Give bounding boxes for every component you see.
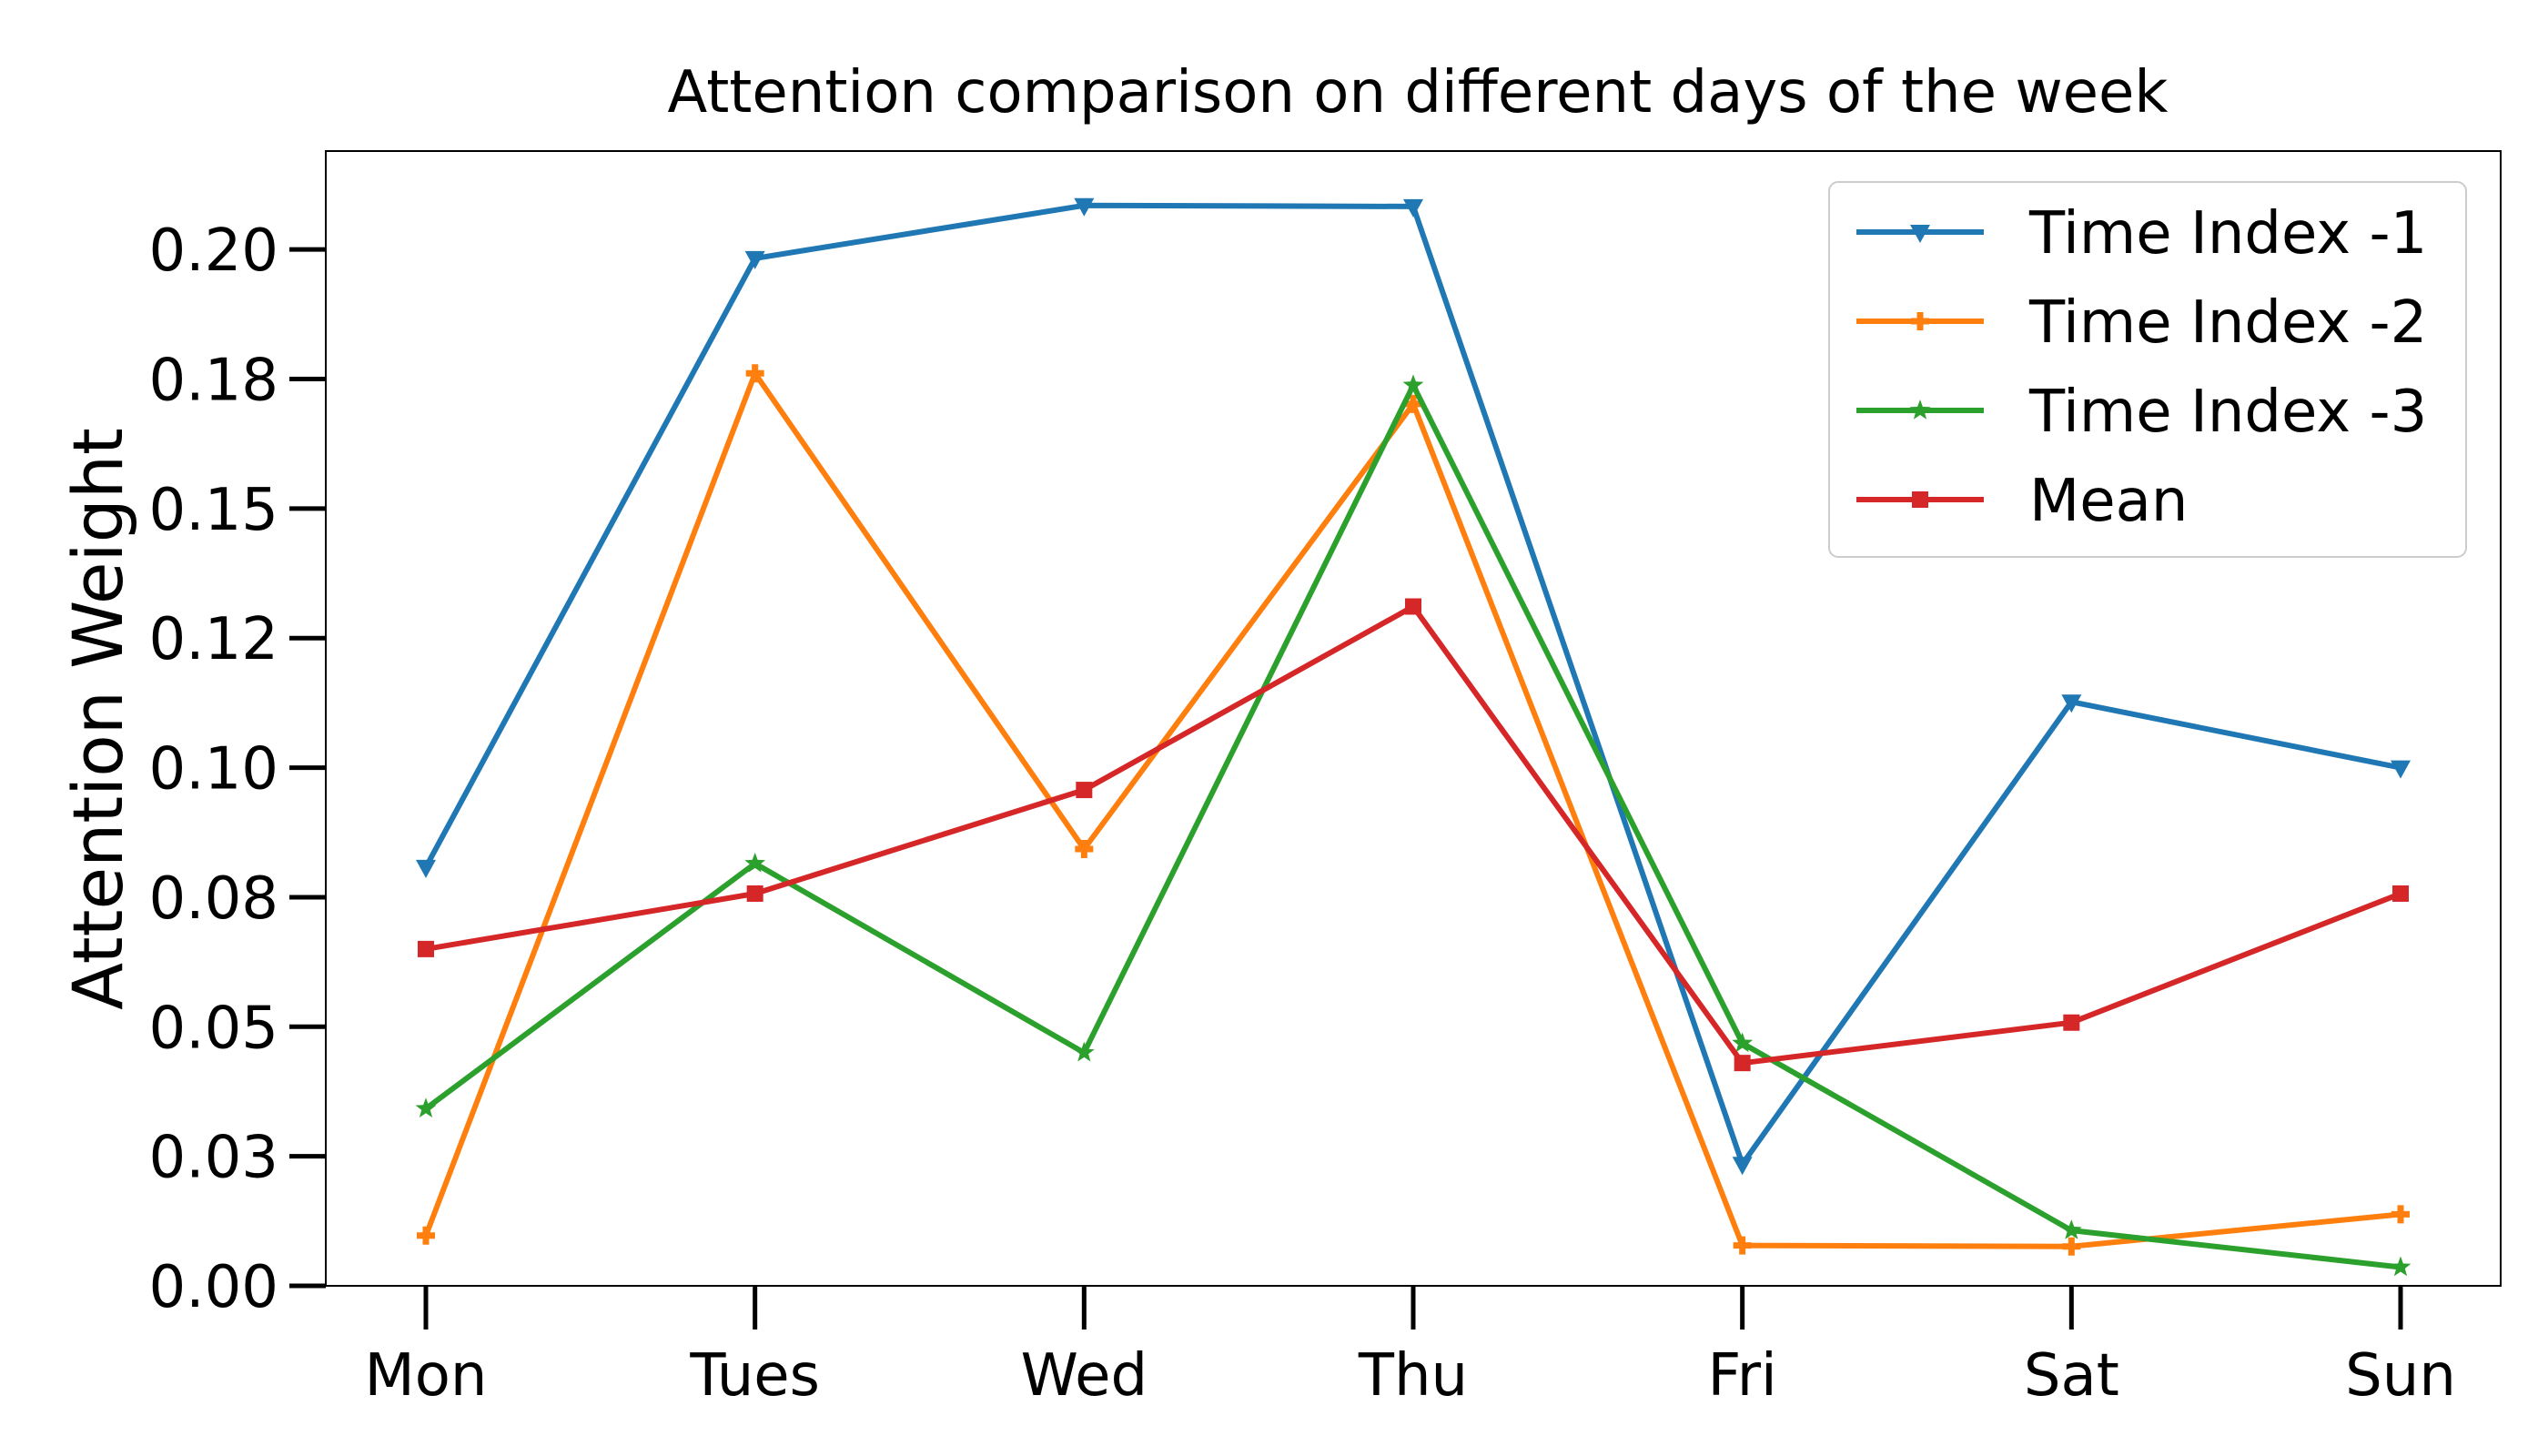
legend: Time Index -1 Time Index -2 Time Index -3 M… (1828, 181, 2467, 558)
data-point-time-index-3 (415, 1097, 437, 1117)
data-point-mean (1076, 782, 1093, 799)
data-point-time-index-1 (2061, 694, 2082, 713)
y-tick-label: 0.05 (149, 995, 279, 1062)
data-point-time-index-2 (2391, 1205, 2410, 1224)
data-point-mean (1405, 598, 1421, 615)
y-tick-label: 0.03 (149, 1125, 279, 1192)
data-point-time-index-1 (2391, 760, 2411, 779)
data-point-mean (746, 885, 763, 902)
data-point-time-index-1 (416, 859, 436, 878)
data-point-time-index-1 (744, 250, 765, 269)
y-tick-label: 0.20 (149, 217, 279, 285)
x-tick-label: Thu (1358, 1342, 1468, 1410)
data-point-mean (1734, 1055, 1751, 1072)
y-tick-label: 0.08 (149, 865, 279, 933)
data-point-time-index-1 (1732, 1157, 1753, 1176)
y-tick-label: 0.12 (149, 606, 279, 673)
legend-label-time-index-2: Time Index -2 (2028, 289, 2427, 357)
legend-label-time-index-1: Time Index -1 (2028, 200, 2427, 268)
series-line-mean (422, 603, 2404, 1067)
data-point-time-index-3 (744, 852, 766, 873)
data-point-time-index-2 (1733, 1236, 1752, 1255)
y-tick-label: 0.10 (149, 736, 279, 804)
data-point-time-index-1 (1074, 197, 1095, 217)
data-point-mean (2392, 885, 2409, 902)
x-tick-label: Sat (2024, 1342, 2119, 1410)
data-point-time-index-3 (2390, 1256, 2412, 1277)
x-tick-label: Tues (689, 1342, 820, 1410)
legend-label-mean: Mean (2029, 468, 2188, 535)
y-tick-label: 0.00 (149, 1254, 279, 1321)
legend-marker-time-index-1 (1910, 225, 1930, 243)
data-point-time-index-1 (1403, 198, 1423, 217)
legend-box (1828, 181, 2467, 558)
chart-title: Attention comparison on different days o… (668, 59, 2169, 126)
plot-frame (325, 150, 2502, 1287)
x-tick-label: Wed (1021, 1342, 1148, 1410)
data-point-time-index-2 (1404, 394, 1422, 413)
y-tick-label: 0.15 (149, 477, 279, 544)
legend-marker-mean (1912, 491, 1928, 508)
data-point-time-index-2 (1075, 839, 1094, 858)
data-point-mean (2063, 1014, 2080, 1031)
data-point-time-index-2 (417, 1226, 435, 1245)
plot-area: 0.00 0.03 0.05 0.08 0.10 0.12 0.15 0.18 0.20 Mon T… (149, 197, 2456, 1410)
legend-label-time-index-3: Time Index -3 (2028, 379, 2427, 446)
x-tick-label: Fri (1708, 1342, 1777, 1410)
data-point-time-index-3 (2060, 1219, 2082, 1239)
y-tick-label: 0.18 (149, 348, 279, 415)
legend-marker-time-index-2 (1911, 312, 1929, 330)
data-point-time-index-2 (745, 364, 764, 383)
x-tick-label: Mon (365, 1342, 488, 1410)
data-point-time-index-2 (2062, 1237, 2081, 1256)
data-point-mean (418, 940, 434, 957)
legend-marker-time-index-3 (1909, 399, 1931, 420)
x-tick-label: Sun (2345, 1342, 2456, 1410)
data-point-time-index-3 (1402, 374, 1424, 395)
y-axis-label: Attention Weight (57, 428, 138, 1010)
data-point-time-index-3 (1732, 1032, 1754, 1053)
data-point-time-index-3 (1073, 1041, 1095, 1062)
